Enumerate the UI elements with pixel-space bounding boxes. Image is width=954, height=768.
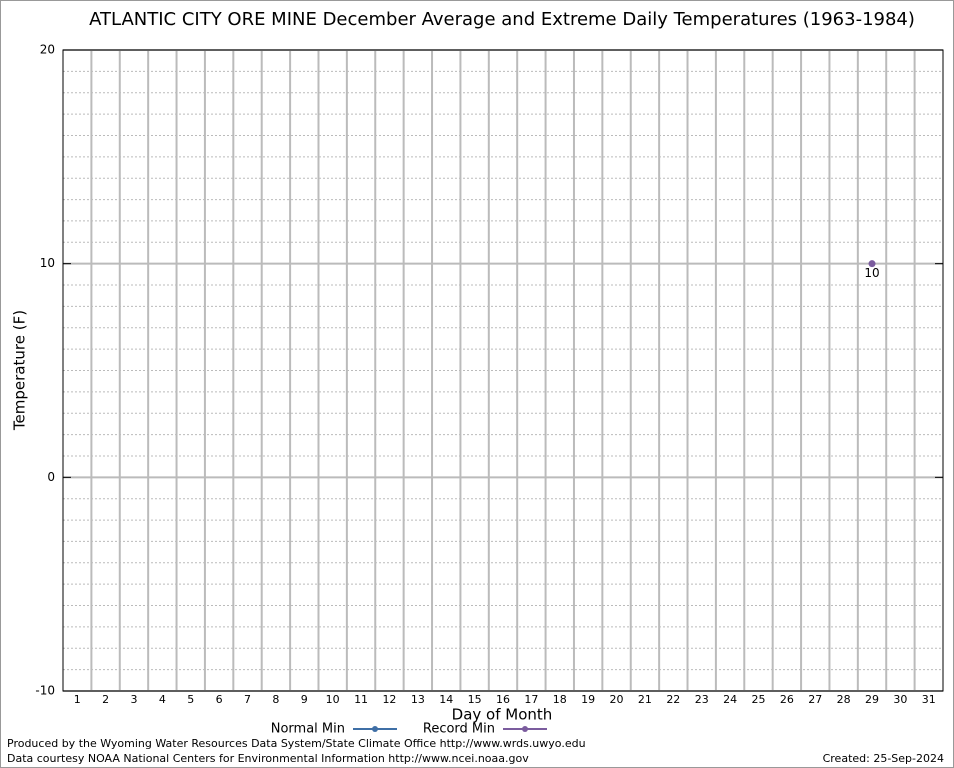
y-tick-label: 10 [40, 256, 55, 270]
x-tick-label: 6 [216, 693, 223, 706]
chart-title: ATLANTIC CITY ORE MINE December Average … [89, 9, 915, 30]
x-tick-label: 18 [553, 693, 567, 706]
y-tick-label: -10 [35, 684, 55, 698]
x-tick-label: 3 [130, 693, 137, 706]
x-tick-label: 10 [326, 693, 340, 706]
x-tick-label: 26 [780, 693, 794, 706]
y-tick-label: 20 [40, 43, 55, 57]
x-tick-label: 21 [638, 693, 652, 706]
x-tick-label: 7 [244, 693, 251, 706]
x-tick-label: 8 [272, 693, 279, 706]
x-tick-label: 1 [74, 693, 81, 706]
x-axis-label: Day of Month [452, 706, 553, 724]
x-tick-label: 11 [354, 693, 368, 706]
legend-marker [372, 726, 378, 732]
x-tick-label: 29 [865, 693, 879, 706]
x-tick-label: 13 [411, 693, 425, 706]
created-date: Created: 25-Sep-2024 [823, 752, 944, 765]
x-tick-label: 20 [610, 693, 624, 706]
data-label: 10 [864, 266, 879, 280]
x-tick-label: 23 [695, 693, 709, 706]
plot-frame [62, 49, 944, 692]
x-tick-label: 12 [382, 693, 396, 706]
y-axis-label: Temperature (F) [11, 310, 29, 431]
x-tick-label: 31 [922, 693, 936, 706]
footer-text: Data courtesy NOAA National Centers for … [7, 752, 529, 765]
x-tick-label: 14 [439, 693, 453, 706]
y-tick-label: 0 [47, 470, 55, 484]
legend-label: Normal Min [271, 722, 345, 737]
x-tick-label: 19 [581, 693, 595, 706]
legend-label: Record Min [423, 722, 495, 737]
x-tick-label: 30 [893, 693, 907, 706]
x-tick-label: 27 [808, 693, 822, 706]
x-tick-label: 15 [468, 693, 482, 706]
footer-text: Produced by the Wyoming Water Resources … [7, 737, 586, 750]
legend-marker [522, 726, 528, 732]
x-tick-label: 2 [102, 693, 109, 706]
x-tick-label: 28 [837, 693, 851, 706]
x-tick-label: 25 [751, 693, 765, 706]
x-tick-label: 5 [187, 693, 194, 706]
x-tick-label: 17 [524, 693, 538, 706]
x-tick-label: 9 [301, 693, 308, 706]
x-tick-label: 24 [723, 693, 737, 706]
x-tick-label: 22 [666, 693, 680, 706]
x-tick-label: 16 [496, 693, 510, 706]
data-point [868, 260, 876, 268]
x-tick-label: 4 [159, 693, 166, 706]
